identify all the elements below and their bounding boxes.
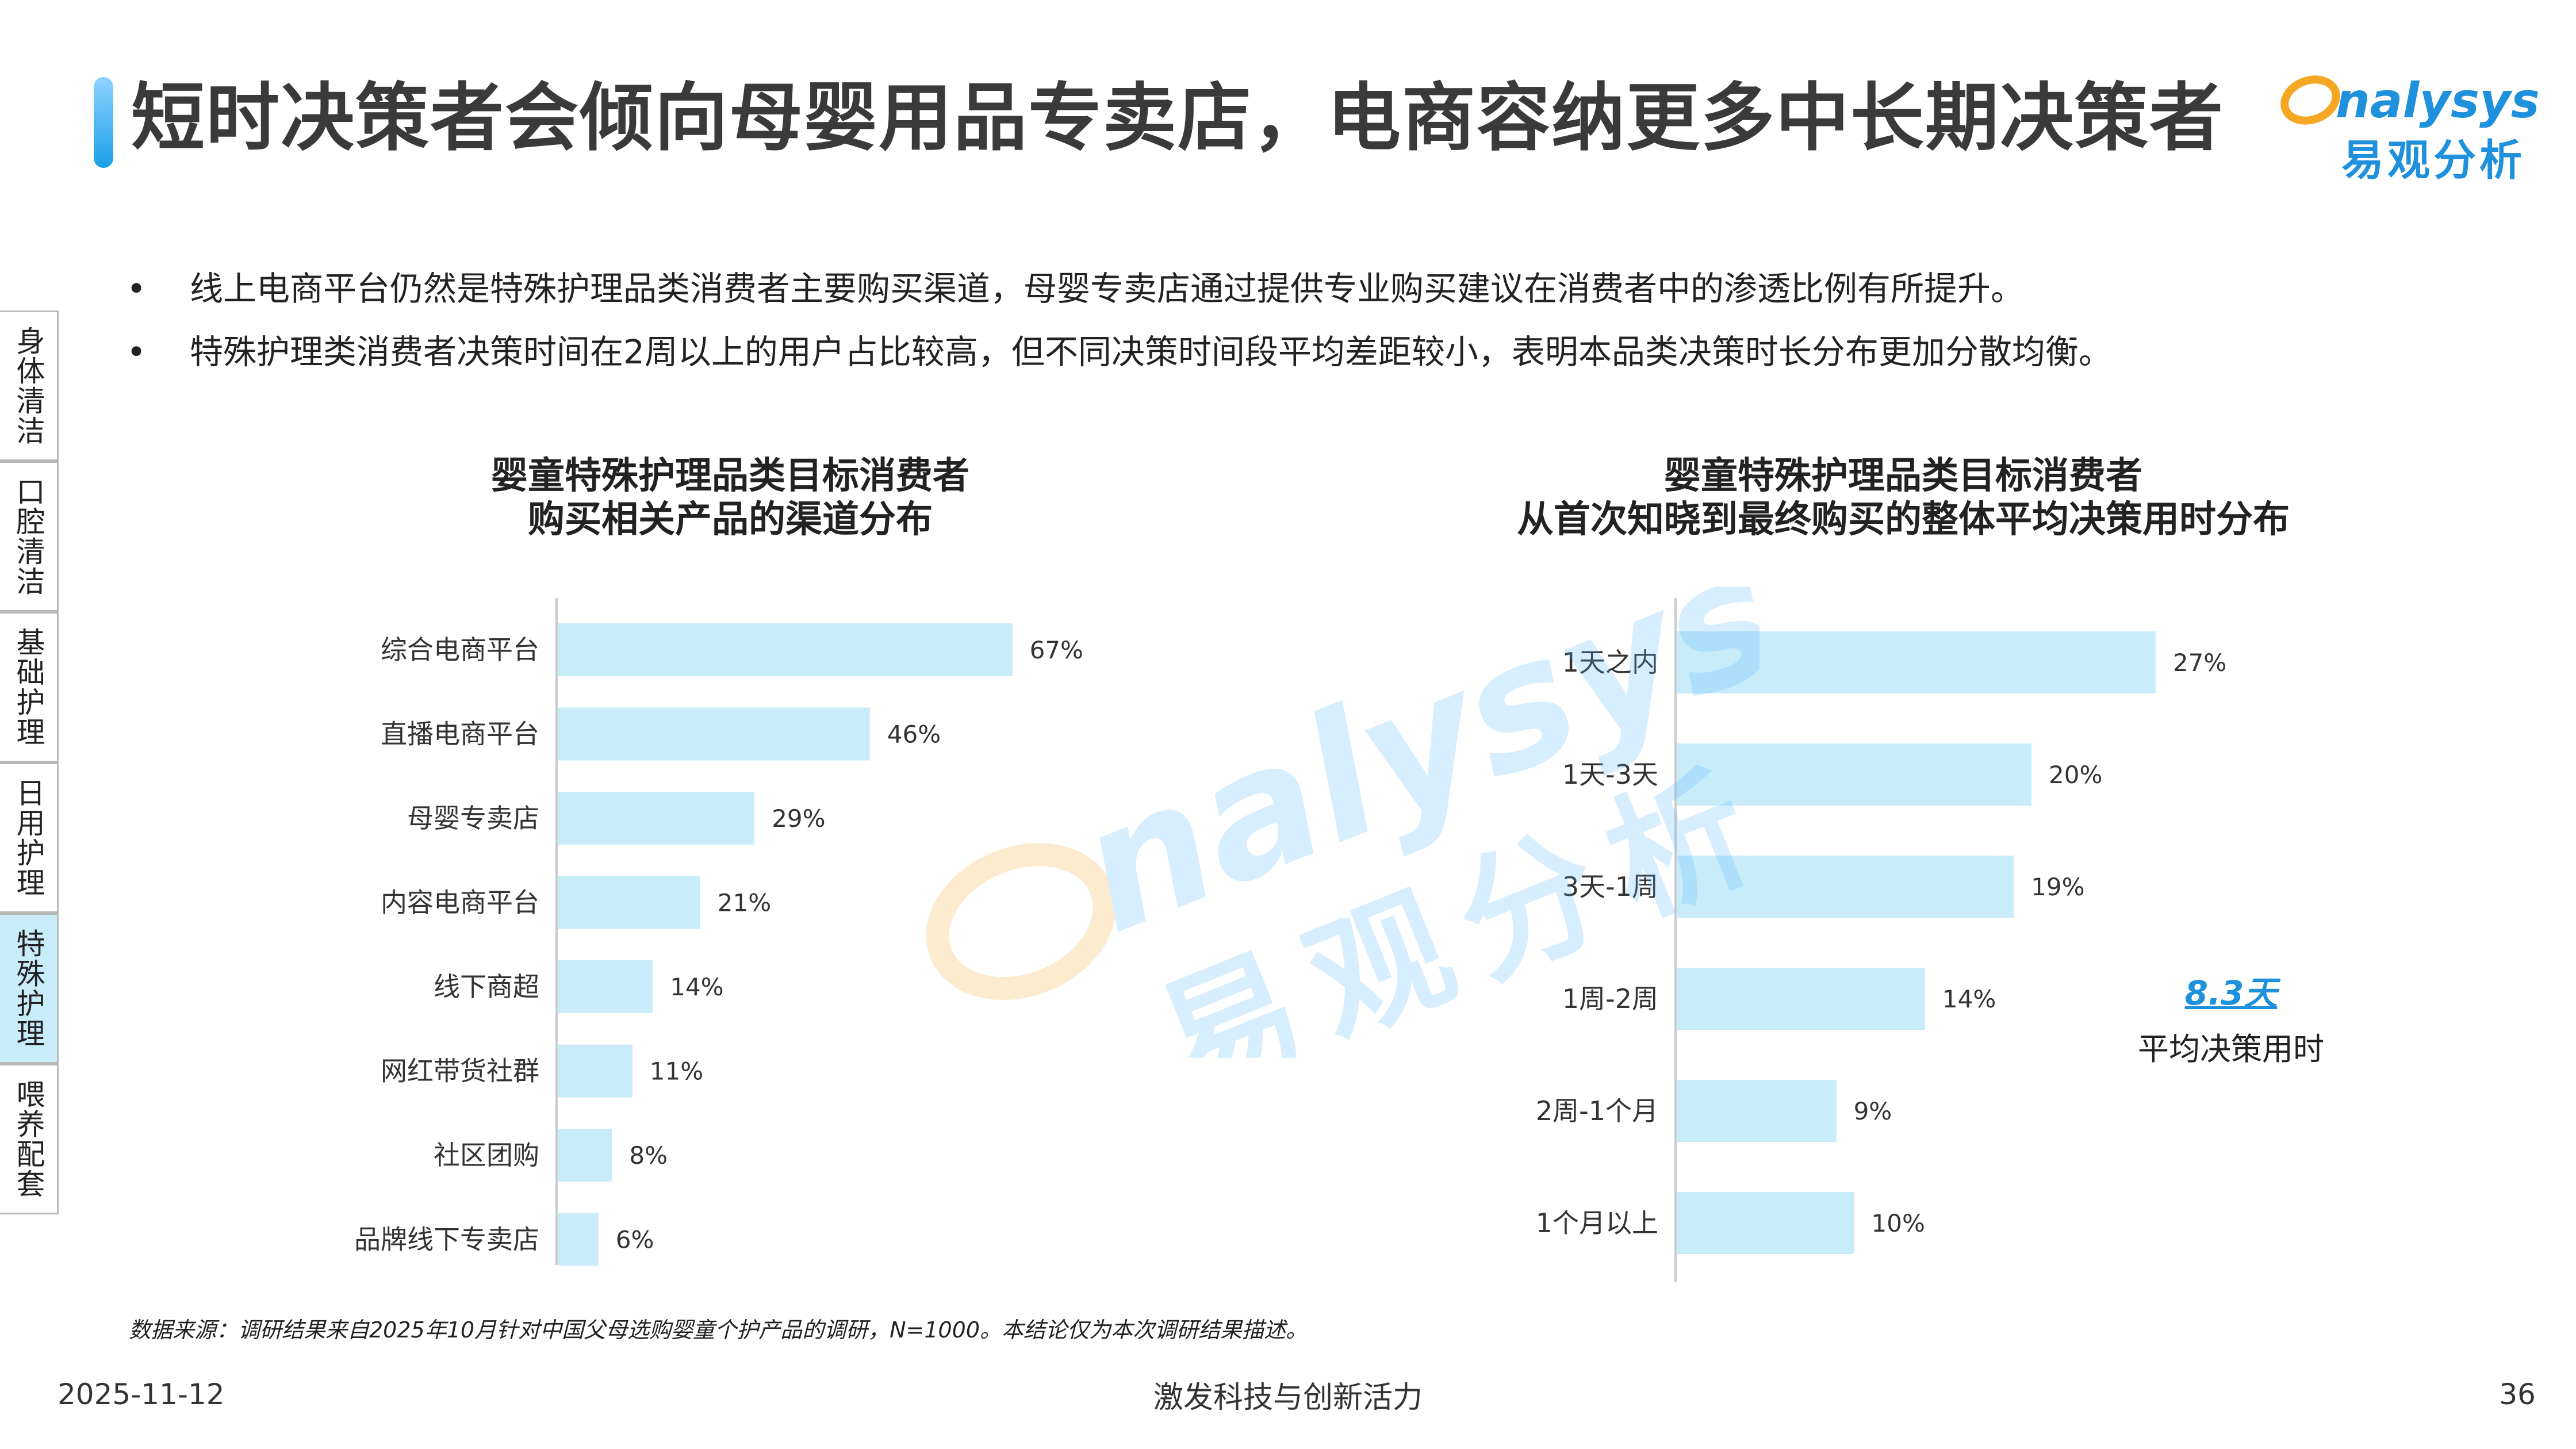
bullet-text: 特殊护理类消费者决策时间在2周以上的用户占比较高，但不同决策时间段平均差距较小，… xyxy=(190,332,2112,371)
logo-text-cn: 易观分析 xyxy=(2341,136,2525,185)
chart1-category-label: 内容电商平台 xyxy=(381,887,539,918)
chart2-title-line1: 婴童特殊护理品类目标消费者 xyxy=(1664,455,2142,497)
chart1-category-label: 综合电商平台 xyxy=(381,634,539,665)
chart2-bar xyxy=(1677,856,2014,918)
avg-decision-value: 8.3天 xyxy=(2184,973,2278,1013)
chart2-category-label: 3天-1周 xyxy=(1562,871,1658,902)
chart2-category-label: 1天之内 xyxy=(1562,647,1658,678)
analysys-logo: nalysys 易观分析 xyxy=(2280,72,2540,185)
avg-decision-label: 平均决策用时 xyxy=(2138,1031,2324,1067)
chart1-title-line2: 购买相关产品的渠道分布 xyxy=(528,499,933,541)
title-accent-bar xyxy=(94,77,113,168)
chart1-value-label: 8% xyxy=(629,1141,668,1170)
source-note: 数据来源：调研结果来自2025年10月针对中国父母选购婴童个护产品的调研，N=1… xyxy=(129,1317,1308,1343)
bullet-dot: • xyxy=(126,332,147,371)
chart2-category-label: 2周-1个月 xyxy=(1536,1095,1658,1126)
chart1-title: 婴童特殊护理品类目标消费者 购买相关产品的渠道分布 xyxy=(385,454,1075,542)
nav-item-daily-care[interactable]: 日用护理 xyxy=(0,762,59,913)
chart2-value-label: 20% xyxy=(2049,761,2102,789)
footer-date: 2025-11-12 xyxy=(57,1378,225,1411)
chart2-value-label: 27% xyxy=(2173,649,2226,677)
logo-text-en: nalysys xyxy=(2336,72,2540,129)
chart2-bar xyxy=(1677,1192,1854,1254)
page-title: 短时决策者会倾向母婴用品专卖店，电商容纳更多中长期决策者 xyxy=(131,75,2225,161)
decision-time-chart: 1天之内 27% 1天-3天 20% 3天-1周 19% 1周-2周 14% 2周-1个月 9% 1… xyxy=(1536,598,2226,1282)
chart2-category-label: 1周-2周 xyxy=(1562,983,1658,1014)
chart1-category-label: 品牌线下专卖店 xyxy=(354,1224,539,1255)
nav-item-label: 日用护理 xyxy=(12,778,45,898)
footer-slogan: 激发科技与创新活力 xyxy=(1153,1381,1423,1415)
chart1-value-label: 67% xyxy=(1030,636,1083,664)
nav-item-label: 喂养配套 xyxy=(12,1079,45,1199)
nav-item-label: 特殊护理 xyxy=(12,929,45,1048)
chart1-value-label: 29% xyxy=(772,804,825,833)
chart1-category-label: 线下商超 xyxy=(434,971,539,1002)
chart2-title: 婴童特殊护理品类目标消费者 从首次知晓到最终购买的整体平均决策用时分布 xyxy=(1472,454,2334,542)
chart2-value-label: 10% xyxy=(1872,1209,1925,1237)
chart2-bar xyxy=(1677,743,2031,806)
analysys-watermark: nalysys 易观分析 xyxy=(926,586,1759,1058)
chart1-bar xyxy=(558,1213,599,1266)
chart1-bar xyxy=(558,1044,632,1098)
nav-item-body-cleaning[interactable]: 身体清洁 xyxy=(0,310,59,461)
channel-distribution-chart: 综合电商平台 67% 直播电商平台 46% 母婴专卖店 29% 内容电商平台 21% 线下商超 1… xyxy=(354,598,1083,1266)
side-nav: 身体清洁 口腔清洁 基础护理 日用护理 特殊护理 喂养配套 xyxy=(0,310,61,1214)
bullet-dot: • xyxy=(126,269,147,308)
nav-item-label: 口腔清洁 xyxy=(12,477,45,596)
chart1-value-label: 14% xyxy=(670,973,723,1001)
chart1-category-label: 网红带货社群 xyxy=(381,1056,539,1087)
chart1-value-label: 11% xyxy=(650,1057,703,1086)
chart2-bar xyxy=(1677,1080,1837,1142)
nav-item-label: 身体清洁 xyxy=(12,326,45,446)
chart1-value-label: 21% xyxy=(718,889,771,917)
nav-item-oral-cleaning[interactable]: 口腔清洁 xyxy=(0,461,59,612)
chart2-value-label: 14% xyxy=(1942,985,1996,1013)
chart1-title-line1: 婴童特殊护理品类目标消费者 xyxy=(491,455,969,497)
chart2-value-label: 19% xyxy=(2031,873,2084,901)
page-number: 36 xyxy=(2499,1378,2536,1411)
chart1-bar xyxy=(558,876,700,929)
chart1-category-label: 社区团购 xyxy=(434,1140,539,1171)
chart1-bar xyxy=(558,960,653,1013)
nav-item-basic-care[interactable]: 基础护理 xyxy=(0,612,59,762)
chart1-bar xyxy=(558,707,870,761)
chart2-bar xyxy=(1677,968,1925,1030)
chart1-bar xyxy=(558,1129,612,1182)
nav-item-special-care[interactable]: 特殊护理 xyxy=(0,913,59,1064)
chart1-category-label: 母婴专卖店 xyxy=(407,803,539,834)
chart2-value-label: 9% xyxy=(1854,1097,1892,1125)
nav-item-label: 基础护理 xyxy=(12,627,45,747)
chart1-value-label: 6% xyxy=(616,1226,654,1254)
chart1-category-label: 直播电商平台 xyxy=(381,719,539,750)
chart2-bar xyxy=(1677,631,2156,693)
chart2-category-label: 1天-3天 xyxy=(1562,759,1658,790)
chart1-value-label: 46% xyxy=(887,720,941,749)
chart2-category-label: 1个月以上 xyxy=(1536,1208,1658,1239)
chart1-bar xyxy=(558,792,755,845)
nav-item-feeding[interactable]: 喂养配套 xyxy=(0,1064,59,1214)
bullet-text: 线上电商平台仍然是特殊护理品类消费者主要购买渠道，母婴专卖店通过提供专业购买建议… xyxy=(190,269,2025,308)
chart2-title-line2: 从首次知晓到最终购买的整体平均决策用时分布 xyxy=(1517,499,2290,541)
chart1-bar xyxy=(558,623,1013,676)
